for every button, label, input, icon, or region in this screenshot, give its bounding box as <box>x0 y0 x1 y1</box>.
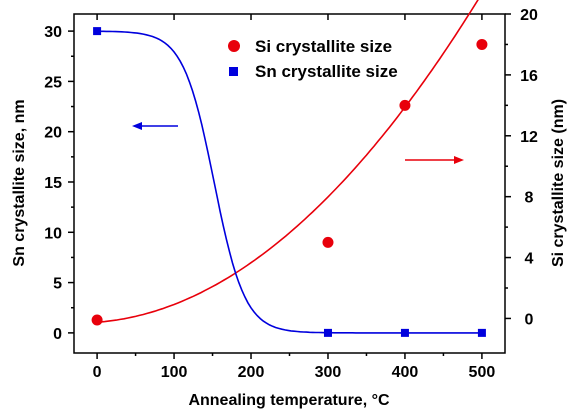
y-left-tick-label: 5 <box>53 276 62 293</box>
y-right-tick-label: 0 <box>525 311 534 328</box>
y-right-tick-label: 16 <box>520 68 538 85</box>
si-fit-curve <box>97 0 479 324</box>
axis-arrows <box>132 122 464 164</box>
fit-curves <box>97 0 482 334</box>
sn-data-point <box>400 328 409 337</box>
y-axis-left-label: Sn crystallite size, nm <box>11 99 28 266</box>
legend-marker-sn <box>229 67 238 76</box>
x-tick-label: 200 <box>238 364 265 381</box>
y-left-tick-label: 30 <box>44 24 62 41</box>
sn-data-point <box>477 328 486 337</box>
y-right-tick-label: 8 <box>525 190 534 207</box>
y-axis-right-label: Si crystallite size (nm) <box>550 99 567 267</box>
axis-ticks <box>68 13 511 359</box>
y-left-tick-label: 25 <box>44 74 62 91</box>
si-data-point <box>322 236 334 248</box>
x-tick-label: 0 <box>93 364 102 381</box>
legend-label-si: Si crystallite size <box>255 37 392 56</box>
si-data-point <box>476 38 488 50</box>
legend-label-sn: Sn crystallite size <box>255 62 398 81</box>
si-data-point <box>91 314 103 326</box>
y-left-tick-label: 10 <box>44 225 62 242</box>
x-axis-label: Annealing temperature, °C <box>188 392 390 409</box>
x-tick-label: 400 <box>392 364 419 381</box>
y-right-tick-label: 12 <box>520 129 538 146</box>
x-tick-label: 500 <box>469 364 496 381</box>
sn-axis-arrow-head <box>132 122 142 130</box>
x-tick-label: 100 <box>161 364 188 381</box>
si-axis-arrow-head <box>454 156 464 164</box>
legend-marker-si <box>228 40 240 52</box>
y-left-tick-label: 0 <box>53 326 62 343</box>
x-tick-label: 300 <box>315 364 342 381</box>
sn-data-point <box>323 328 332 337</box>
legend: Si crystallite size Sn crystallite size <box>228 37 398 81</box>
data-points <box>91 27 488 337</box>
sn-fit-curve <box>97 30 482 334</box>
y-left-tick-label: 20 <box>44 125 62 142</box>
y-left-tick-label: 15 <box>44 175 62 192</box>
sn-data-point <box>93 27 102 36</box>
y-right-tick-label: 20 <box>520 7 538 24</box>
y-right-tick-label: 4 <box>525 251 534 268</box>
si-data-point <box>399 99 411 111</box>
